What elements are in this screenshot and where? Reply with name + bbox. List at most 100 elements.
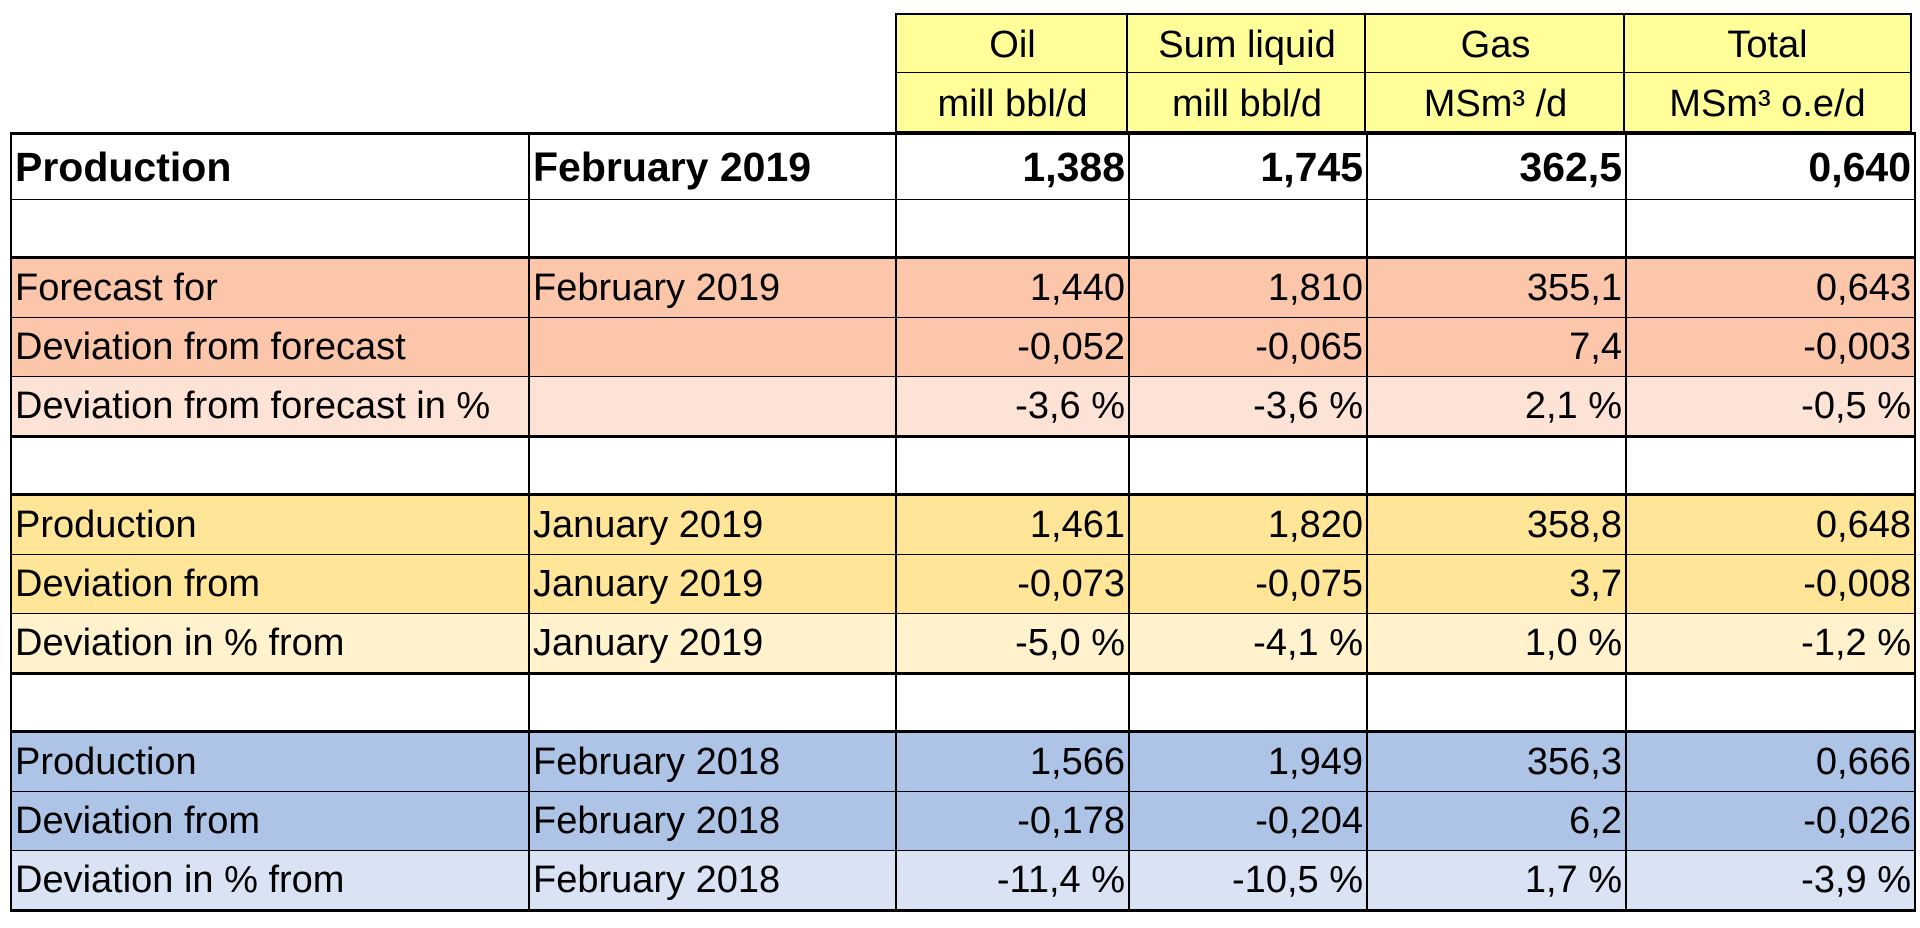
cell-sum-liquid: 1,745: [1128, 132, 1368, 200]
cell-gas: 6,2: [1366, 791, 1627, 851]
empty-cell: [1366, 673, 1627, 733]
cell-gas: 362,5: [1366, 132, 1627, 200]
cell-oil: 1,388: [895, 132, 1130, 200]
cell-sum-liquid: -0,065: [1128, 317, 1368, 377]
header-gas: Gas MSm³ /d: [1364, 13, 1625, 133]
cell-gas: 358,8: [1366, 494, 1627, 555]
row-period: February 2018: [528, 731, 897, 792]
cell-total: 0,666: [1625, 731, 1916, 792]
table-row-deviation-jan2019: Deviation from January 2019 -0,073 -0,07…: [10, 554, 1916, 614]
cell-gas: 356,3: [1366, 731, 1627, 792]
column-header-block: Oil mill bbl/d Sum liquid mill bbl/d Gas…: [895, 13, 1912, 133]
row-period: February 2018: [528, 850, 897, 912]
cell-total: -0,5 %: [1625, 376, 1916, 438]
cell-sum-liquid: 1,810: [1128, 257, 1368, 318]
row-period: January 2019: [528, 613, 897, 675]
cell-gas: 355,1: [1366, 257, 1627, 318]
row-label: Deviation in % from: [10, 613, 530, 675]
row-label: Deviation from forecast in %: [10, 376, 530, 438]
row-period: February 2019: [528, 132, 897, 200]
empty-cell: [10, 199, 530, 259]
row-label: Deviation from: [10, 554, 530, 614]
empty-cell: [895, 199, 1130, 259]
header-total-name: Total: [1727, 24, 1808, 66]
table-row-deviation-feb2018: Deviation from February 2018 -0,178 -0,2…: [10, 791, 1916, 851]
table-row-production-feb2019: Production February 2019 1,388 1,745 362…: [10, 132, 1916, 200]
cell-oil: -0,052: [895, 317, 1130, 377]
header-oil: Oil mill bbl/d: [895, 13, 1128, 133]
production-table: Production February 2019 1,388 1,745 362…: [10, 132, 1916, 912]
cell-sum-liquid: -0,204: [1128, 791, 1368, 851]
empty-cell: [10, 673, 530, 733]
header-gas-name: Gas: [1460, 24, 1531, 66]
cell-sum-liquid: -4,1 %: [1128, 613, 1368, 675]
cell-sum-liquid: -10,5 %: [1128, 850, 1368, 912]
cell-oil: -11,4 %: [895, 850, 1130, 912]
cell-total: -1,2 %: [1625, 613, 1916, 675]
empty-cell: [1128, 673, 1368, 733]
cell-total: -0,026: [1625, 791, 1916, 851]
header-oil-name: Oil: [989, 24, 1036, 66]
row-period: January 2019: [528, 554, 897, 614]
row-label: Production: [10, 494, 530, 555]
empty-cell: [528, 436, 897, 496]
empty-cell: [1128, 436, 1368, 496]
header-total: Total MSm³ o.e/d: [1623, 13, 1912, 133]
table-row-deviation-feb2018-pct: Deviation in % from February 2018 -11,4 …: [10, 850, 1916, 912]
header-oil-unit: mill bbl/d: [937, 83, 1088, 125]
cell-gas: 7,4: [1366, 317, 1627, 377]
cell-oil: 1,566: [895, 731, 1130, 792]
cell-gas: 2,1 %: [1366, 376, 1627, 438]
empty-cell: [1625, 673, 1916, 733]
empty-cell: [528, 199, 897, 259]
row-period: [528, 376, 897, 438]
table-row-deviation-forecast-pct: Deviation from forecast in % -3,6 % -3,6…: [10, 376, 1916, 438]
row-period: January 2019: [528, 494, 897, 555]
cell-sum-liquid: -0,075: [1128, 554, 1368, 614]
cell-gas: 3,7: [1366, 554, 1627, 614]
table-row-spacer: [10, 436, 1916, 496]
table-row-production-feb2018: Production February 2018 1,566 1,949 356…: [10, 731, 1916, 792]
cell-total: 0,640: [1625, 132, 1916, 200]
row-period: February 2019: [528, 257, 897, 318]
empty-cell: [1128, 199, 1368, 259]
table-row-production-jan2019: Production January 2019 1,461 1,820 358,…: [10, 494, 1916, 555]
row-label: Deviation from: [10, 791, 530, 851]
header-gas-unit: MSm³ /d: [1423, 83, 1568, 125]
cell-total: -0,008: [1625, 554, 1916, 614]
empty-cell: [895, 673, 1130, 733]
cell-oil: -0,178: [895, 791, 1130, 851]
cell-total: -3,9 %: [1625, 850, 1916, 912]
cell-total: 0,648: [1625, 494, 1916, 555]
cell-oil: 1,440: [895, 257, 1130, 318]
cell-oil: -3,6 %: [895, 376, 1130, 438]
empty-cell: [528, 673, 897, 733]
table-row-deviation-jan2019-pct: Deviation in % from January 2019 -5,0 % …: [10, 613, 1916, 675]
empty-cell: [1366, 199, 1627, 259]
cell-sum-liquid: 1,949: [1128, 731, 1368, 792]
cell-gas: 1,7 %: [1366, 850, 1627, 912]
row-label: Forecast for: [10, 257, 530, 318]
cell-total: 0,643: [1625, 257, 1916, 318]
header-total-unit: MSm³ o.e/d: [1669, 83, 1866, 125]
cell-sum-liquid: 1,820: [1128, 494, 1368, 555]
empty-cell: [1625, 199, 1916, 259]
cell-oil: -0,073: [895, 554, 1130, 614]
header-sum-liquid-name: Sum liquid: [1158, 24, 1336, 66]
header-sum-liquid: Sum liquid mill bbl/d: [1126, 13, 1366, 133]
cell-total: -0,003: [1625, 317, 1916, 377]
table-row-deviation-forecast: Deviation from forecast -0,052 -0,065 7,…: [10, 317, 1916, 377]
cell-gas: 1,0 %: [1366, 613, 1627, 675]
cell-sum-liquid: -3,6 %: [1128, 376, 1368, 438]
cell-oil: 1,461: [895, 494, 1130, 555]
table-row-spacer: [10, 199, 1916, 259]
empty-cell: [1366, 436, 1627, 496]
empty-cell: [895, 436, 1130, 496]
row-label: Deviation from forecast: [10, 317, 530, 377]
header-sum-liquid-unit: mill bbl/d: [1172, 83, 1322, 125]
table-row-spacer: [10, 673, 1916, 733]
row-label: Deviation in % from: [10, 850, 530, 912]
cell-oil: -5,0 %: [895, 613, 1130, 675]
row-period: February 2018: [528, 791, 897, 851]
